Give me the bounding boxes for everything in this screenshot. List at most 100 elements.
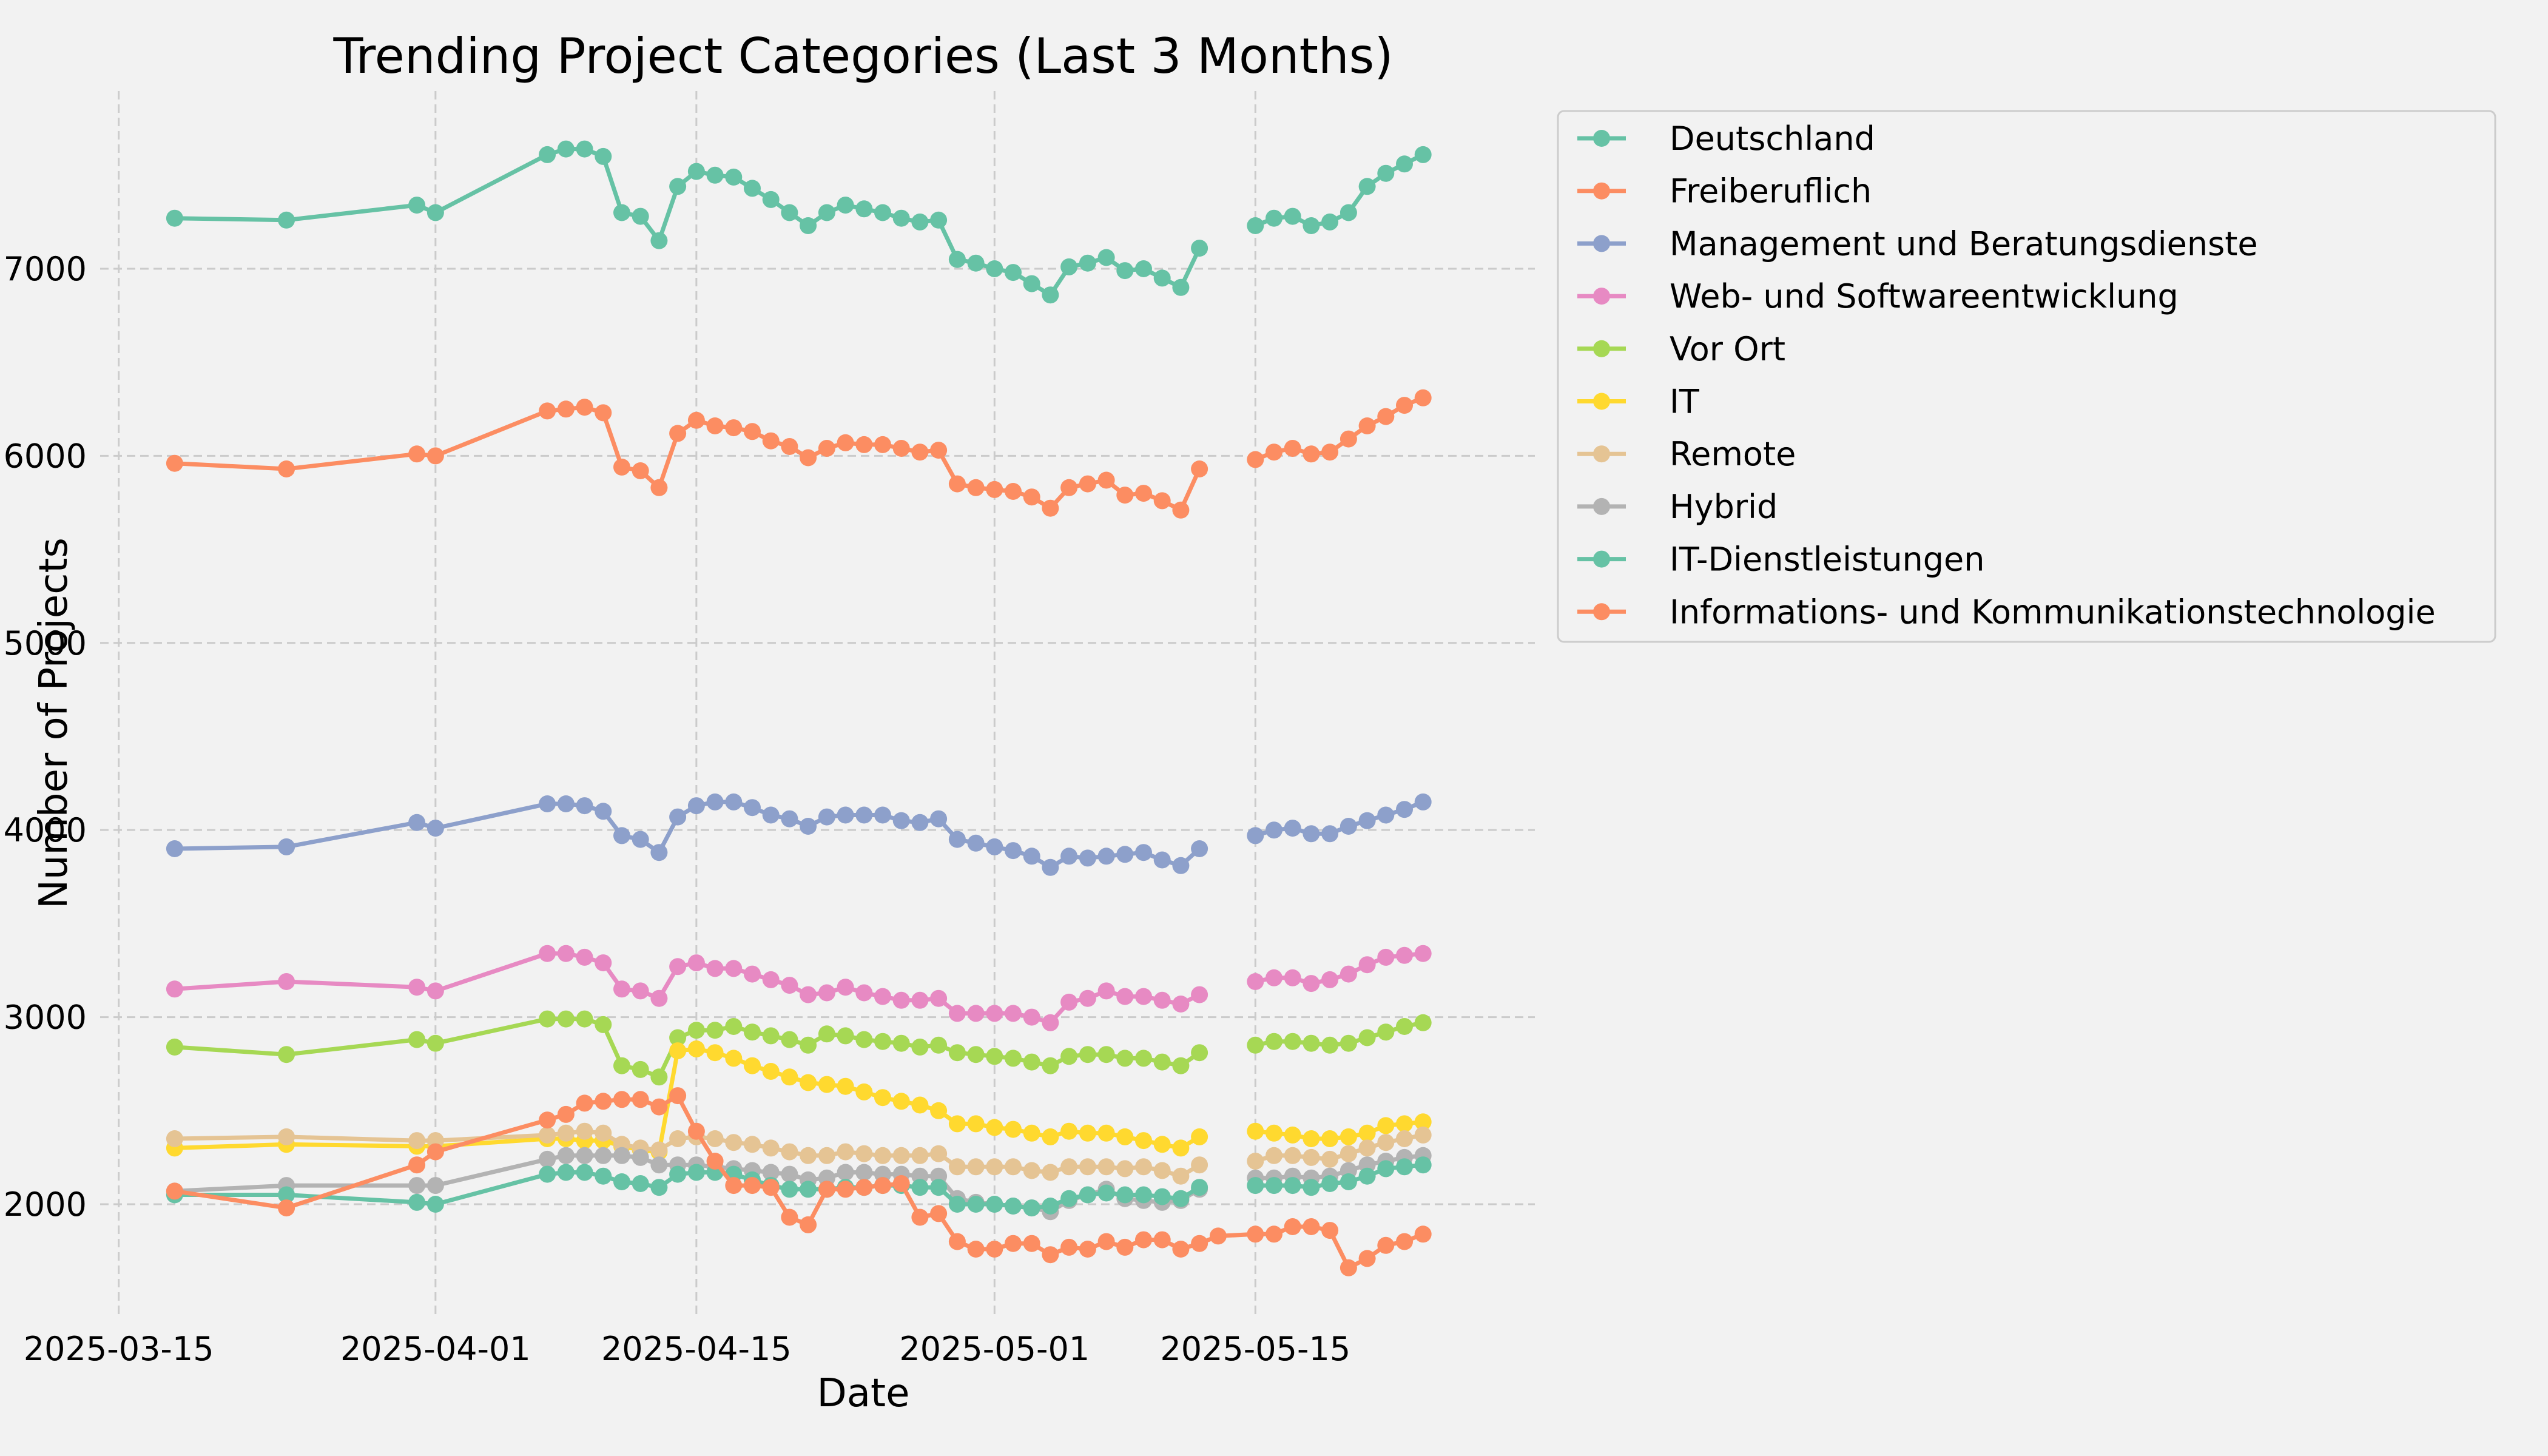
data-point: [818, 1025, 835, 1043]
data-point: [1340, 965, 1357, 983]
data-point: [1303, 825, 1320, 843]
data-point: [278, 1046, 295, 1063]
data-point: [725, 1050, 743, 1067]
data-point: [1414, 1014, 1432, 1031]
data-point: [1023, 1162, 1040, 1179]
data-point: [874, 204, 891, 221]
data-point: [1321, 971, 1339, 988]
data-point: [595, 1016, 612, 1033]
data-point: [687, 797, 705, 815]
data-point: [911, 1179, 929, 1196]
data-point: [706, 417, 724, 434]
data-point: [762, 1027, 780, 1045]
data-point: [1340, 430, 1357, 448]
data-point: [613, 1173, 630, 1190]
data-point: [1247, 1225, 1264, 1243]
data-point: [892, 812, 910, 829]
data-point: [892, 991, 910, 1009]
data-point: [1135, 1132, 1152, 1150]
data-point: [948, 1196, 966, 1213]
series-line: [174, 1093, 1424, 1270]
data-point: [1097, 471, 1115, 489]
legend-label: IT-Dienstleistungen: [1670, 541, 1985, 579]
data-point: [818, 204, 835, 221]
data-point: [576, 1010, 593, 1028]
data-point: [1042, 1198, 1059, 1215]
data-point: [650, 479, 668, 496]
data-point: [1191, 1044, 1208, 1062]
data-point: [426, 1034, 444, 1052]
data-point: [1116, 1050, 1134, 1067]
data-point: [1005, 1235, 1022, 1252]
data-point: [687, 163, 705, 180]
data-point: [855, 1145, 873, 1162]
data-point: [1023, 275, 1040, 292]
data-point: [818, 440, 835, 457]
data-point: [278, 211, 295, 229]
data-point: [557, 795, 575, 812]
data-point: [706, 1044, 724, 1062]
data-point: [1116, 487, 1134, 504]
data-point: [669, 1029, 687, 1046]
data-point: [911, 1147, 929, 1164]
series-line: [174, 1129, 1201, 1179]
data-point: [911, 1096, 929, 1114]
data-point: [800, 1036, 817, 1054]
data-point: [408, 1177, 426, 1195]
data-point: [1209, 1227, 1227, 1245]
data-point: [930, 1102, 948, 1119]
data-point: [1266, 1147, 1282, 1164]
data-point: [595, 404, 612, 422]
data-point: [1191, 986, 1208, 1003]
data-point: [725, 419, 743, 437]
series-line: [1255, 1119, 1424, 1141]
data-point: [613, 458, 630, 476]
data-point: [1284, 1033, 1301, 1050]
data-point: [1060, 993, 1078, 1011]
data-point: [930, 1205, 948, 1222]
data-point: [557, 1105, 575, 1123]
data-point: [1377, 1134, 1395, 1151]
data-point: [1097, 1124, 1115, 1142]
data-point: [1135, 485, 1152, 502]
series-2: [166, 793, 1432, 876]
data-point: [1097, 982, 1115, 1000]
data-point: [781, 1208, 798, 1226]
x-tick-label: 2025-05-01: [899, 1330, 1090, 1368]
data-point: [874, 1033, 891, 1050]
data-point: [967, 1046, 985, 1063]
data-point: [278, 1128, 295, 1145]
data-point: [1023, 1124, 1040, 1142]
data-point: [408, 979, 426, 996]
series-line: [1255, 951, 1424, 986]
data-point: [576, 1147, 593, 1164]
data-point: [1005, 842, 1022, 860]
data-point: [1097, 1184, 1115, 1202]
data-point: [278, 1186, 295, 1204]
data-point: [557, 1010, 575, 1028]
data-point: [1191, 460, 1208, 477]
data-point: [837, 1164, 854, 1181]
series-3: [166, 945, 1432, 1031]
data-point: [744, 423, 761, 440]
data-point: [892, 440, 910, 457]
data-point: [1153, 991, 1171, 1009]
data-point: [557, 140, 575, 158]
data-point: [930, 1145, 948, 1162]
data-point: [576, 1122, 593, 1140]
legend-item: Freiberuflich: [1577, 172, 1872, 211]
data-point: [613, 980, 630, 998]
legend: Deutschland Freiberuflich Management und B…: [1557, 110, 2496, 643]
legend-marker: [1593, 550, 1610, 568]
data-point: [744, 180, 761, 197]
data-point: [1266, 209, 1282, 227]
data-point: [1358, 417, 1376, 434]
data-point: [1191, 840, 1208, 857]
data-point: [781, 1165, 798, 1183]
legend-item: IT-Dienstleistungen: [1577, 541, 1985, 579]
data-point: [948, 475, 966, 493]
data-point: [1321, 825, 1339, 843]
data-point: [1135, 1050, 1152, 1067]
data-point: [837, 1077, 854, 1095]
data-point: [595, 954, 612, 972]
